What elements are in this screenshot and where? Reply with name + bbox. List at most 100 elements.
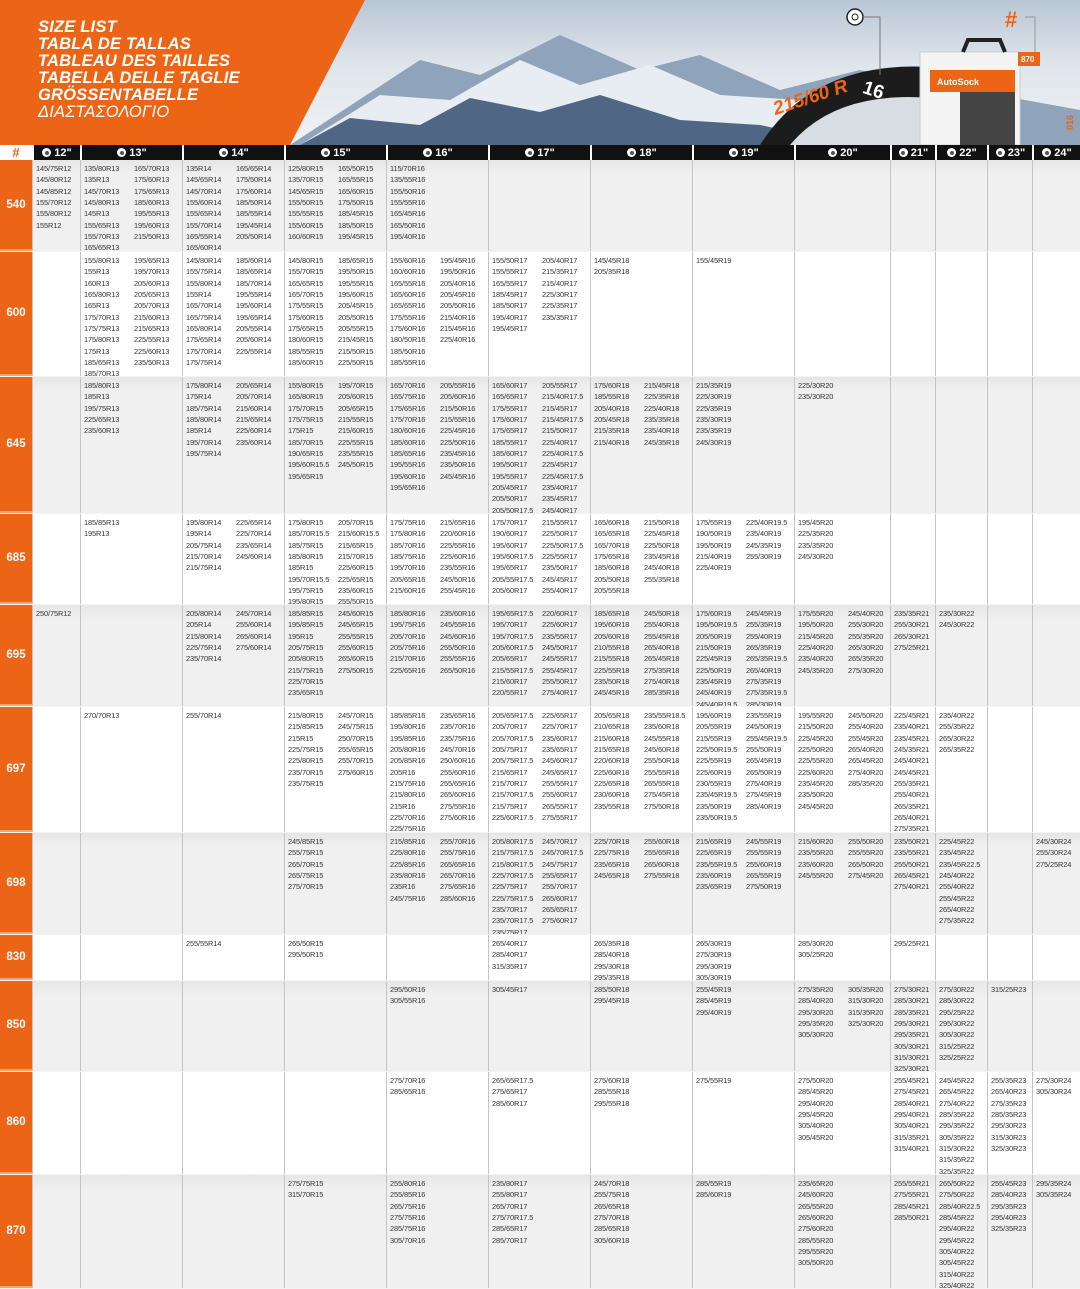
tire-size: 165/60R15	[338, 186, 374, 196]
tire-size: 205/40R18	[594, 403, 630, 413]
size-subcolumn: 255/55R21 275/55R21 285/45R21 285/50R21	[894, 1178, 935, 1288]
tire-size: 165/50R15	[338, 164, 374, 173]
tire-size: 245/50R15	[338, 460, 374, 470]
tire-size: 215/45R18	[644, 381, 680, 390]
tire-size: 175/50R15	[338, 198, 374, 208]
tire-size: 295/50R16	[390, 985, 426, 994]
tire-size: 235/50R21	[894, 837, 930, 846]
tire-size: 145/75R12	[36, 164, 72, 173]
tire-size: 315/35R17	[492, 961, 528, 971]
tire-size: 205/45R17	[492, 483, 528, 493]
size-subcolumn: 245/70R18 255/75R18 265/65R18 275/70R18 285/…	[594, 1178, 644, 1288]
size-cell-23-inch	[987, 160, 1032, 251]
size-cell-13-inch	[80, 605, 182, 706]
autosock-size-label: 830	[0, 935, 32, 980]
tire-size: 195/60R17	[492, 540, 528, 550]
tire-size: 255/75R18	[594, 1190, 630, 1200]
size-subcolumn: 245/70R17 245/70R17.5 245/75R17 255/65R17 25…	[542, 836, 590, 934]
tire-size: 295/25R21	[894, 939, 930, 948]
tire-size: 225/50R19	[696, 665, 732, 675]
size-cell-22-inch	[935, 514, 987, 604]
size-subcolumn: 195/45R16 195/50R16 205/40R16 205/45R16 205/…	[440, 255, 488, 376]
rim-icon	[828, 148, 838, 157]
size-subcolumn: 270/70R13	[84, 710, 134, 832]
column-header-23-inch: 23"	[987, 145, 1032, 160]
tire-size: 245/30R20	[798, 552, 834, 562]
tire-size: 205/70R13	[134, 301, 170, 311]
tire-size: 175/70R14	[186, 346, 222, 356]
size-subcolumn: 245/60R15 245/65R15 255/55R15 255/60R15 265/…	[338, 608, 386, 706]
tire-size: 255/40R22	[939, 882, 975, 892]
tire-size: 265/45R18	[644, 654, 680, 664]
tire-size: 295/55R20	[798, 1247, 834, 1257]
size-cell-24-inch	[1032, 252, 1080, 376]
tire-size: 165/75R14	[186, 312, 222, 322]
tire-size: 165/60R18	[594, 518, 630, 527]
size-cell-24-inch	[1032, 377, 1080, 513]
tire-size: 305/40R20	[798, 1121, 834, 1131]
tire-size: 275/30R19	[696, 950, 732, 960]
tire-size: 225/70R16	[390, 813, 426, 823]
size-cell-22-inch: 225/45R22 235/45R22 235/45R22.5 245/40R22 25…	[935, 833, 987, 934]
tire-size: 235/60R16	[440, 609, 476, 618]
tire-size: 255/65R17	[542, 871, 578, 881]
tire-size: 305/50R20	[798, 1258, 834, 1268]
tire-size: 235/55R20	[798, 848, 834, 858]
size-cell-21-inch: 225/45R21 235/40R21 235/45R21 245/35R21 245/…	[890, 707, 935, 832]
tire-size: 205/80R17.5	[492, 837, 534, 846]
tire-size: 225/60R16	[440, 552, 476, 562]
tire-size: 265/60R18	[644, 859, 680, 869]
tire-size: 235/40R19	[746, 529, 782, 539]
tire-size: 275/30R24	[1036, 1076, 1072, 1085]
tire-size: 180/60R15	[288, 335, 324, 345]
tire-size: 265/35R21	[894, 801, 930, 811]
tire-size: 215/80R16	[390, 790, 426, 800]
tire-size: 225/60R20	[798, 767, 834, 777]
tire-size: 235/40R21	[894, 722, 930, 732]
tire-size: 175/55R15	[288, 301, 324, 311]
tire-size: 145/45R18	[594, 256, 630, 265]
tire-size: 245/70R17.5	[542, 848, 584, 858]
tire-size: 175/60R16	[390, 324, 426, 334]
tire-size: 235/50R13	[134, 358, 170, 368]
tire-size: 205/50R17	[492, 494, 528, 504]
size-cell-16-inch: 185/85R16 195/80R16 195/85R16 205/80R16 205/…	[386, 707, 488, 832]
tire-size: 325/25R22	[939, 1053, 975, 1063]
tire-size: 135R13	[84, 175, 110, 185]
tire-size: 305/45R22	[939, 1258, 975, 1268]
size-subcolumn: 275/30R24 305/30R24	[1036, 1075, 1080, 1174]
tire-size: 185/80R14	[186, 415, 222, 425]
tire-size: 195/55R20	[798, 711, 834, 720]
tire-size: 205/85R16	[390, 756, 426, 766]
tire-size: 185/60R16	[390, 437, 426, 447]
tire-size: 215/75R15	[288, 665, 324, 675]
tire-size: 235/45R18	[644, 552, 680, 562]
size-cell-18-inch: 165/60R18 165/65R18 165/70R18 175/65R18 185/…	[590, 514, 692, 604]
tire-size: 245/70R16	[440, 745, 476, 755]
tire-size: 195/65R14	[236, 312, 272, 322]
tire-size: 235/35R18	[644, 415, 680, 425]
size-subcolumn: 295/25R21	[894, 938, 935, 980]
size-table: 540 145/75R12 145/80R12 145/85R12 155/70R12 1…	[0, 160, 1080, 1289]
tire-size: 295/35R24	[1036, 1179, 1072, 1188]
size-cell-20-inch: 225/30R20 235/30R20	[794, 377, 890, 513]
tire-size: 165/70R14	[186, 301, 222, 311]
size-subcolumn: 145/75R12 145/80R12 145/85R12 155/70R12 155/…	[36, 163, 80, 251]
column-header-label: #	[12, 145, 20, 160]
tire-size: 225/35R20	[798, 529, 834, 539]
size-cell-24-inch	[1032, 707, 1080, 832]
size-cell-21-inch	[890, 514, 935, 604]
tire-size: 220/60R17	[542, 609, 578, 618]
tire-size: 205/60R17	[492, 586, 528, 596]
tire-size: 205/55R18	[594, 586, 630, 596]
size-subcolumn: 225/40R19.5 235/40R19 245/35R19 255/30R19	[746, 517, 794, 604]
size-subcolumn: 215/80R15 215/85R15 215R15 225/75R15 225/80R…	[288, 710, 338, 832]
size-subcolumn: 185/85R16 195/80R16 195/85R16 205/80R16 205/…	[390, 710, 440, 832]
tire-size: 185/55R15	[288, 346, 324, 356]
tire-size: 235/65R20	[798, 1179, 834, 1188]
tire-size: 245/40R18	[644, 563, 680, 573]
size-subcolumn: 265/40R17 285/40R17 315/35R17	[492, 938, 542, 980]
tire-size: 285/65R17	[492, 1224, 528, 1234]
size-cell-23-inch	[987, 833, 1032, 934]
tire-size: 195/60R16	[390, 471, 426, 481]
